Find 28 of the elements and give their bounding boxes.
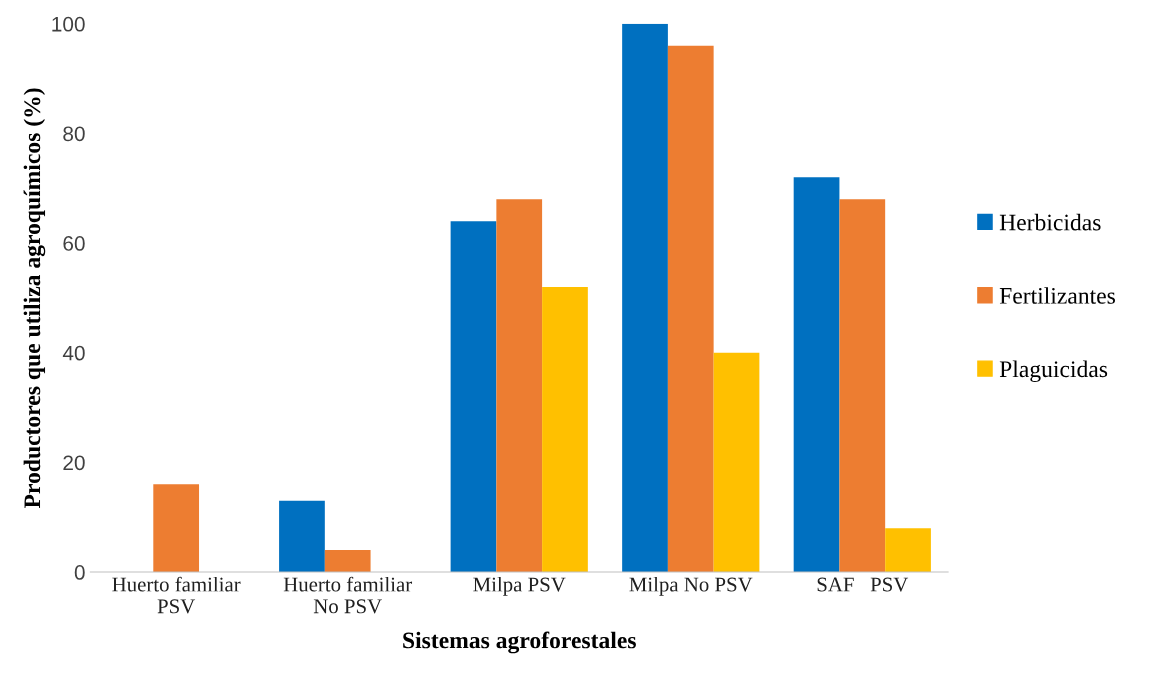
legend-label: Fertilizantes <box>999 287 1115 304</box>
bar <box>622 23 668 573</box>
bar <box>153 484 200 573</box>
x-tick-label: Milpa PSV <box>473 576 566 596</box>
bar <box>279 500 325 573</box>
x-tick-label: Huerto familiar PSV <box>112 576 241 614</box>
x-tick-label: SAF PSV <box>817 577 909 592</box>
x-axis-title: Sistemas agroforestales <box>403 631 636 654</box>
x-tick-label: Huerto familiar No PSV <box>283 576 413 614</box>
bar <box>885 528 931 573</box>
legend-label: Herbicidas <box>999 213 1101 231</box>
bar <box>542 286 588 573</box>
y-tick-label: 0 <box>74 565 85 580</box>
bar <box>667 45 714 573</box>
y-tick-label: 60 <box>63 236 85 251</box>
y-tick-label: 80 <box>63 126 85 142</box>
y-tick-label: 20 <box>63 455 85 471</box>
x-tick-label: Milpa No PSV <box>629 576 753 596</box>
bar <box>839 199 886 573</box>
bar <box>793 177 840 573</box>
bar <box>713 352 760 573</box>
y-tick-label: 100 <box>52 16 85 32</box>
legend-label: Plaguicidas <box>999 360 1108 383</box>
y-tick-label: 40 <box>62 345 85 361</box>
bar <box>496 199 543 573</box>
y-axis-title: Productores que utiliza agroquímicos (%) <box>23 88 46 509</box>
bar <box>324 550 371 573</box>
bar <box>450 221 497 573</box>
